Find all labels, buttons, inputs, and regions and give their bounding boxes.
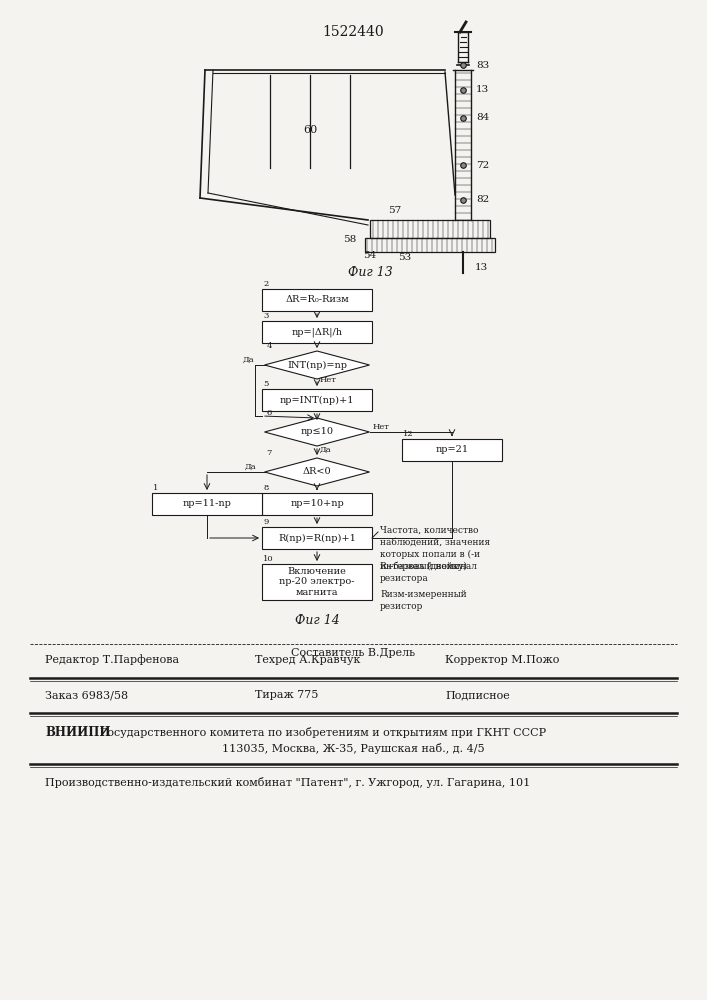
Text: Да: Да xyxy=(320,446,332,454)
Text: 3: 3 xyxy=(263,312,269,320)
Text: 1522440: 1522440 xyxy=(322,25,384,39)
Text: ВНИИПИ: ВНИИПИ xyxy=(45,726,110,738)
Text: Составитель В.Дрель: Составитель В.Дрель xyxy=(291,648,415,658)
Text: Нет: Нет xyxy=(320,376,337,384)
Text: 1: 1 xyxy=(153,484,158,492)
Text: nр=11-nр: nр=11-nр xyxy=(182,499,231,508)
Text: резистора: резистора xyxy=(380,574,428,583)
Bar xyxy=(262,493,372,515)
Bar xyxy=(365,238,495,252)
Text: Корректор М.Пожо: Корректор М.Пожо xyxy=(445,655,559,665)
Text: резистор: резистор xyxy=(380,602,423,611)
Text: 2: 2 xyxy=(263,280,268,288)
Bar xyxy=(262,389,372,411)
Text: 53: 53 xyxy=(398,253,411,262)
Text: Да: Да xyxy=(243,356,254,364)
Text: Да: Да xyxy=(245,463,256,471)
Text: Нет: Нет xyxy=(373,423,390,431)
Text: 58: 58 xyxy=(344,235,356,244)
Text: 83: 83 xyxy=(476,60,489,70)
Text: Включение
nр-20 электро-
магнита: Включение nр-20 электро- магнита xyxy=(279,567,355,597)
Text: наблюдений, значения: наблюдений, значения xyxy=(380,538,490,547)
Bar xyxy=(370,220,490,238)
Polygon shape xyxy=(264,458,370,486)
Text: Редактор Т.Парфенова: Редактор Т.Парфенова xyxy=(45,655,179,665)
Text: 13: 13 xyxy=(475,263,489,272)
Text: Техред А.Кравчук: Техред А.Кравчук xyxy=(255,655,361,665)
Text: 84: 84 xyxy=(476,113,489,122)
Text: Подписное: Подписное xyxy=(445,690,510,700)
Text: R₀-базовый номинал: R₀-базовый номинал xyxy=(380,562,477,571)
Text: Заказ 6983/58: Заказ 6983/58 xyxy=(45,690,128,700)
Bar xyxy=(262,527,372,549)
Text: 4: 4 xyxy=(267,342,272,350)
Text: Тираж 775: Тираж 775 xyxy=(255,690,318,700)
Text: интервал (двейку): интервал (двейку) xyxy=(380,562,467,571)
Text: 12: 12 xyxy=(403,430,414,438)
Text: 72: 72 xyxy=(476,160,489,169)
Polygon shape xyxy=(264,351,370,379)
Text: 9: 9 xyxy=(263,518,269,526)
Text: Государственного комитета по изобретениям и открытиям при ГКНТ СССР: Государственного комитета по изобретения… xyxy=(100,726,546,738)
Text: 113035, Москва, Ж-35, Раушская наб., д. 4/5: 113035, Москва, Ж-35, Раушская наб., д. … xyxy=(222,742,484,754)
Text: Производственно-издательский комбинат "Патент", г. Ужгород, ул. Гагарина, 101: Производственно-издательский комбинат "П… xyxy=(45,776,530,788)
Text: 10: 10 xyxy=(263,555,274,563)
Text: 82: 82 xyxy=(476,196,489,205)
Text: 13: 13 xyxy=(476,86,489,95)
Text: ΔR<0: ΔR<0 xyxy=(303,468,332,477)
Bar xyxy=(262,289,372,311)
Text: nр=21: nр=21 xyxy=(436,446,469,454)
Text: которых попали в (-и: которых попали в (-и xyxy=(380,550,480,559)
Text: 60: 60 xyxy=(303,125,317,135)
Text: 5: 5 xyxy=(263,380,269,388)
Text: Частота, количество: Частота, количество xyxy=(380,526,479,535)
Text: Фиг 13: Фиг 13 xyxy=(348,265,392,278)
Text: R(nр)=R(nр)+1: R(nр)=R(nр)+1 xyxy=(278,533,356,543)
Bar xyxy=(262,321,372,343)
Text: nр=|ΔR|/h: nр=|ΔR|/h xyxy=(291,327,342,337)
Text: 8: 8 xyxy=(263,484,269,492)
Bar xyxy=(262,564,372,600)
Text: 6: 6 xyxy=(267,409,271,417)
Text: Rизм-измеренный: Rизм-измеренный xyxy=(380,590,467,599)
Text: Фиг 14: Фиг 14 xyxy=(295,613,339,626)
Text: nр≤10: nр≤10 xyxy=(300,428,334,436)
Text: INT(nр)=nр: INT(nр)=nр xyxy=(287,360,347,370)
Text: nр=INT(nр)+1: nр=INT(nр)+1 xyxy=(280,395,354,405)
Text: ΔR=R₀-Rизм: ΔR=R₀-Rизм xyxy=(285,296,349,304)
Polygon shape xyxy=(264,418,370,446)
Bar xyxy=(402,439,502,461)
Text: 54: 54 xyxy=(363,251,377,260)
Text: nр=10+nр: nр=10+nр xyxy=(290,499,344,508)
Text: 7: 7 xyxy=(267,449,272,457)
Bar xyxy=(152,493,262,515)
Text: 57: 57 xyxy=(388,206,402,215)
